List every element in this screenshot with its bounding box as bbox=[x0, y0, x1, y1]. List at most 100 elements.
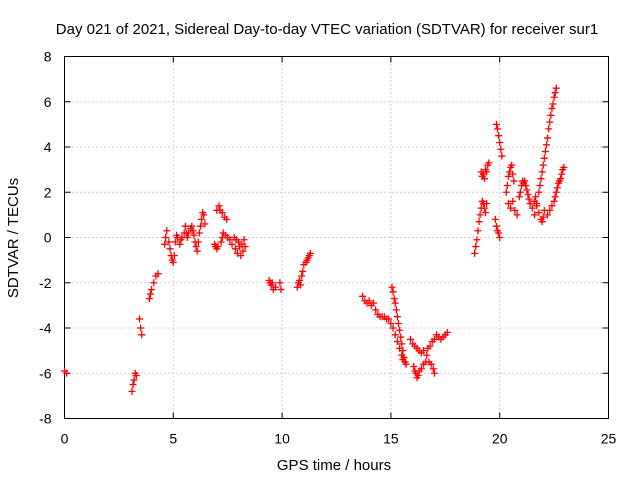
data-point bbox=[507, 204, 515, 212]
data-point bbox=[523, 186, 531, 194]
data-point bbox=[473, 236, 481, 244]
data-point bbox=[533, 200, 541, 208]
data-point bbox=[540, 154, 548, 162]
data-point bbox=[497, 145, 505, 153]
grid bbox=[64, 56, 609, 419]
data-point bbox=[535, 209, 543, 217]
data-point bbox=[162, 234, 170, 241]
data-point bbox=[552, 188, 560, 196]
data-point bbox=[170, 252, 178, 260]
data-point bbox=[395, 319, 403, 327]
data-point bbox=[423, 351, 431, 359]
data-point bbox=[560, 163, 568, 171]
data-point bbox=[400, 353, 408, 361]
data-point bbox=[544, 211, 552, 219]
data-point bbox=[521, 177, 529, 185]
data-point bbox=[414, 372, 422, 380]
data-point bbox=[359, 292, 367, 300]
data-point bbox=[426, 342, 434, 350]
x-tick-label: 20 bbox=[492, 431, 508, 447]
data-point bbox=[475, 218, 483, 226]
y-tick-label: 0 bbox=[44, 230, 52, 246]
data-point bbox=[239, 247, 247, 255]
data-point bbox=[472, 243, 480, 251]
data-point bbox=[237, 252, 245, 260]
data-point bbox=[483, 200, 491, 208]
data-point bbox=[551, 89, 559, 97]
data-point bbox=[480, 204, 488, 212]
data-point bbox=[240, 236, 248, 244]
y-tick-label: 6 bbox=[44, 94, 52, 110]
data-point bbox=[557, 175, 565, 183]
data-point bbox=[169, 258, 177, 266]
data-point bbox=[429, 365, 437, 373]
data-point bbox=[166, 245, 174, 253]
data-point bbox=[494, 125, 502, 133]
data-point bbox=[385, 315, 393, 323]
data-point bbox=[476, 211, 484, 219]
data-point bbox=[491, 215, 499, 223]
data-point bbox=[231, 245, 239, 253]
data-point bbox=[197, 222, 204, 230]
data-point bbox=[531, 211, 539, 219]
data-point bbox=[397, 333, 405, 341]
data-point bbox=[495, 132, 503, 140]
data-point bbox=[130, 376, 138, 384]
y-tick-label: -6 bbox=[39, 365, 52, 381]
data-point bbox=[471, 249, 479, 257]
data-point bbox=[548, 105, 556, 113]
data-point bbox=[150, 279, 158, 287]
data-point bbox=[420, 347, 428, 355]
data-point bbox=[539, 161, 547, 169]
data-point bbox=[525, 195, 533, 203]
data-point bbox=[538, 168, 546, 176]
data-point bbox=[492, 222, 500, 230]
data-point bbox=[502, 188, 510, 196]
data-point bbox=[547, 111, 555, 119]
data-point bbox=[154, 270, 162, 278]
data-point bbox=[503, 181, 511, 189]
y-tick-label: -2 bbox=[39, 275, 52, 291]
data-point bbox=[189, 227, 197, 235]
data-point bbox=[192, 243, 200, 251]
data-point bbox=[392, 306, 400, 314]
data-point bbox=[535, 188, 543, 196]
data-point bbox=[128, 387, 136, 395]
data-point bbox=[223, 215, 231, 223]
data-point bbox=[498, 152, 506, 160]
y-tick-label: -8 bbox=[39, 411, 52, 427]
data-point bbox=[492, 120, 500, 128]
data-point bbox=[298, 272, 306, 280]
data-point bbox=[551, 193, 559, 201]
data-point bbox=[217, 238, 225, 246]
data-point bbox=[214, 243, 222, 251]
y-tick-label: 8 bbox=[44, 49, 52, 65]
data-point bbox=[388, 283, 396, 291]
data-point bbox=[145, 295, 153, 303]
y-tick-label: -4 bbox=[39, 320, 52, 336]
data-point bbox=[526, 200, 534, 208]
data-point bbox=[402, 360, 410, 368]
data-point bbox=[393, 313, 401, 321]
data-point bbox=[430, 369, 438, 377]
data-point bbox=[504, 200, 512, 208]
data-point bbox=[63, 369, 71, 377]
data-point bbox=[393, 338, 401, 346]
data-point bbox=[524, 191, 532, 199]
data-point bbox=[553, 184, 561, 192]
data-point bbox=[161, 240, 169, 248]
data-point bbox=[474, 227, 482, 235]
data-point bbox=[391, 299, 399, 307]
data-point bbox=[545, 125, 553, 133]
x-tick-label: 10 bbox=[274, 431, 290, 447]
data-point bbox=[515, 193, 523, 201]
data-point bbox=[549, 100, 557, 108]
data-point bbox=[522, 181, 530, 189]
x-axis-label: GPS time / hours bbox=[277, 457, 391, 474]
data-point bbox=[181, 222, 189, 230]
data-point bbox=[171, 238, 179, 246]
data-points bbox=[61, 84, 568, 395]
data-point bbox=[483, 168, 491, 176]
data-point bbox=[406, 335, 414, 343]
